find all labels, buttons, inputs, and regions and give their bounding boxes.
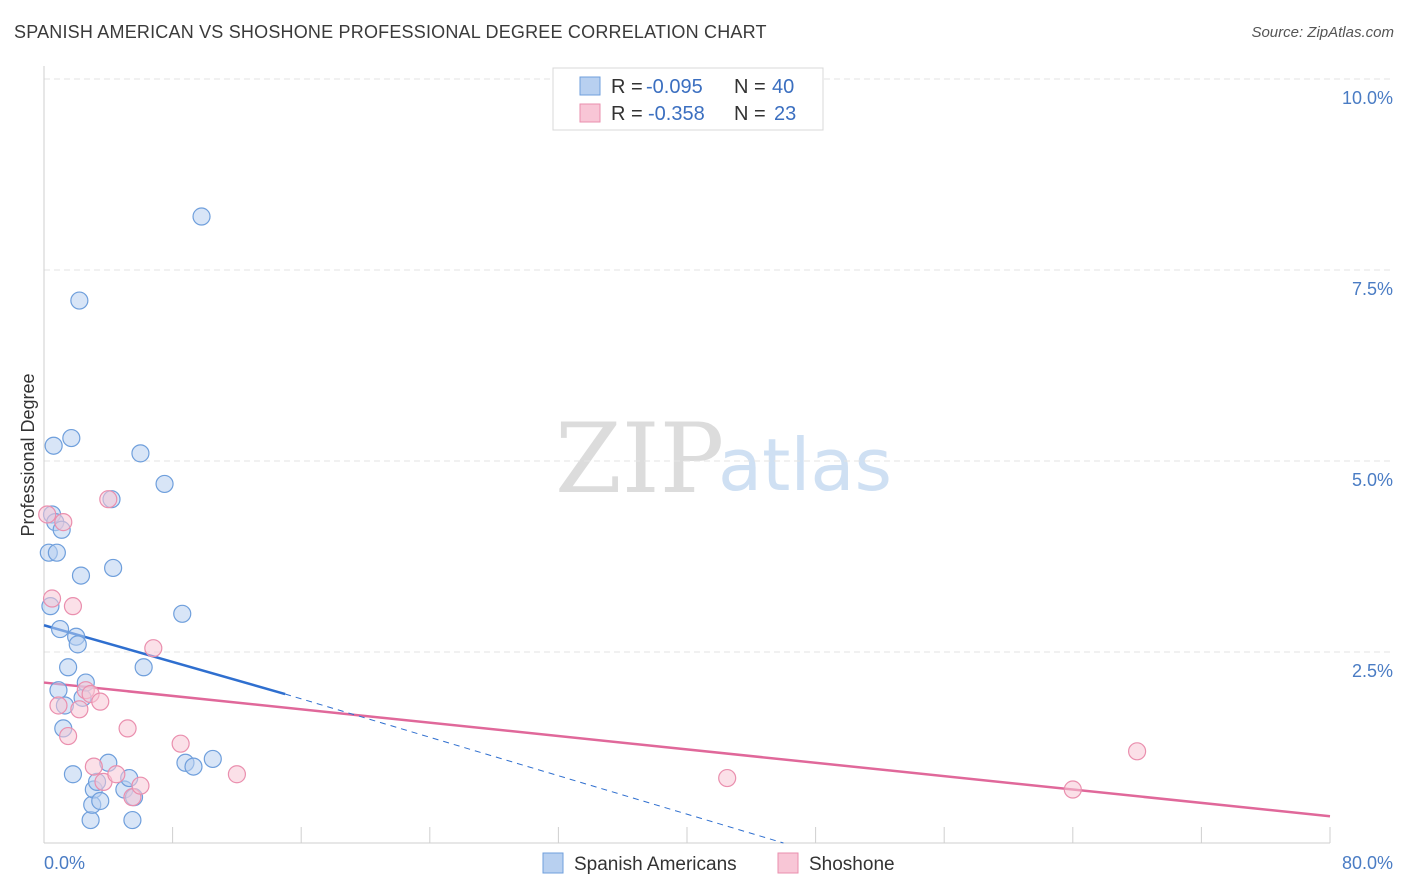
point-shoshone	[1127, 742, 1147, 761]
point-shoshone	[171, 734, 190, 753]
point-shoshone	[118, 719, 137, 738]
trend-line-extension-spanish	[284, 693, 784, 844]
bottom-legend-swatch-shoshone	[777, 852, 799, 874]
y-tick-label: 10.0%	[1342, 88, 1393, 108]
legend: R = -0.095 N = 40 R = -0.358 N = 23	[552, 67, 824, 131]
point-spanish	[192, 207, 211, 226]
point-spanish	[44, 436, 63, 455]
point-shoshone	[144, 639, 163, 658]
legend-r-value-1: -0.095	[646, 76, 703, 98]
x-tick-label-min: 0.0%	[44, 853, 85, 873]
legend-swatch-blue	[579, 76, 601, 96]
chart-title: SPANISH AMERICAN VS SHOSHONE PROFESSIONA…	[14, 22, 767, 42]
point-shoshone	[99, 490, 118, 509]
bottom-legend-label-shoshone: Shoshone	[809, 854, 895, 875]
y-axis-label: Professional Degree	[18, 373, 38, 536]
watermark-atlas: atlas	[718, 423, 892, 507]
point-shoshone	[49, 696, 68, 715]
point-spanish	[50, 619, 70, 639]
point-shoshone	[84, 757, 103, 776]
point-shoshone	[131, 776, 150, 795]
point-shoshone	[42, 589, 62, 608]
point-spanish	[155, 474, 174, 494]
point-spanish	[123, 810, 142, 830]
point-spanish	[62, 428, 81, 448]
point-shoshone	[227, 765, 246, 784]
legend-r-label-2: R =	[611, 103, 643, 125]
trend-line-shoshone	[43, 681, 1331, 818]
point-spanish	[184, 757, 203, 776]
point-spanish	[104, 558, 123, 578]
bottom-legend-label-spanish: Spanish Americans	[574, 854, 737, 875]
point-shoshone	[70, 700, 89, 719]
axes	[43, 66, 1331, 844]
point-shoshone	[59, 726, 78, 746]
data-points	[38, 207, 1147, 830]
x-tick-label-max: 80.0%	[1342, 853, 1393, 873]
legend-n-value-2: 23	[774, 103, 796, 125]
watermark-zip: ZIP	[555, 403, 724, 515]
trend-lines	[43, 624, 1331, 844]
y-tick-label: 2.5%	[1352, 661, 1393, 681]
point-shoshone	[54, 513, 73, 532]
point-spanish	[68, 635, 87, 654]
point-shoshone	[91, 692, 110, 711]
point-spanish	[63, 765, 83, 784]
point-spanish	[49, 681, 68, 700]
legend-r-label-1: R =	[611, 76, 643, 98]
point-spanish	[131, 444, 150, 463]
point-spanish	[81, 810, 100, 830]
point-spanish	[91, 791, 110, 811]
point-spanish	[47, 543, 66, 562]
point-shoshone	[63, 597, 83, 616]
legend-r-value-2: -0.358	[648, 103, 705, 125]
point-spanish	[203, 749, 222, 769]
point-spanish	[173, 604, 192, 623]
legend-n-label-1: N =	[734, 76, 766, 98]
point-shoshone	[1063, 780, 1082, 799]
y-tick-label: 7.5%	[1352, 279, 1393, 299]
point-spanish	[70, 291, 89, 310]
y-tick-label: 5.0%	[1352, 470, 1393, 490]
bottom-legend-swatch-spanish	[542, 852, 564, 874]
point-spanish	[134, 658, 153, 677]
grid-lines	[44, 78, 1392, 653]
point-shoshone	[38, 505, 57, 524]
legend-n-label-2: N =	[734, 103, 766, 125]
point-shoshone	[107, 765, 126, 784]
point-shoshone	[718, 768, 737, 788]
point-spanish	[59, 658, 78, 677]
legend-swatch-pink	[579, 103, 601, 123]
bottom-legend: Spanish Americans Shoshone	[542, 852, 895, 875]
legend-n-value-1: 40	[772, 76, 794, 98]
point-spanish	[71, 566, 91, 585]
source-label: Source: ZipAtlas.com	[1251, 24, 1394, 41]
